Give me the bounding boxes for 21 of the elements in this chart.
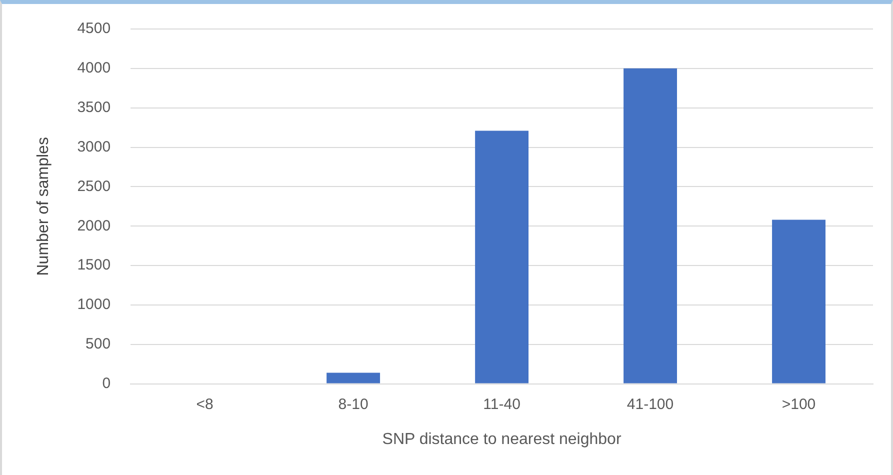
- bar: [624, 68, 677, 384]
- y-tick-label: 500: [86, 336, 111, 353]
- x-axis-title: SNP distance to nearest neighbor: [382, 430, 622, 448]
- y-tick-label: 4000: [77, 60, 111, 77]
- y-tick-label: 0: [102, 374, 111, 392]
- bar: [326, 372, 380, 384]
- y-tick-label: 1500: [77, 256, 111, 274]
- y-tick-label: 2500: [77, 178, 111, 195]
- y-tick-label: 1000: [77, 296, 111, 314]
- x-tick-label: 11-40: [483, 396, 520, 413]
- y-axis-title: Number of samples: [35, 137, 52, 276]
- x-tick-label: 41-100: [626, 396, 674, 413]
- y-tick-label: 2000: [77, 217, 111, 234]
- x-tick-label: >100: [782, 396, 816, 413]
- bar: [475, 130, 529, 384]
- y-tick-label: 3000: [77, 138, 111, 156]
- y-tick-label: 4500: [77, 20, 111, 38]
- bar: [772, 220, 826, 384]
- x-tick-label: 8-10: [338, 396, 368, 413]
- x-tick-label: <8: [196, 396, 214, 413]
- y-tick-label: 3500: [77, 98, 111, 116]
